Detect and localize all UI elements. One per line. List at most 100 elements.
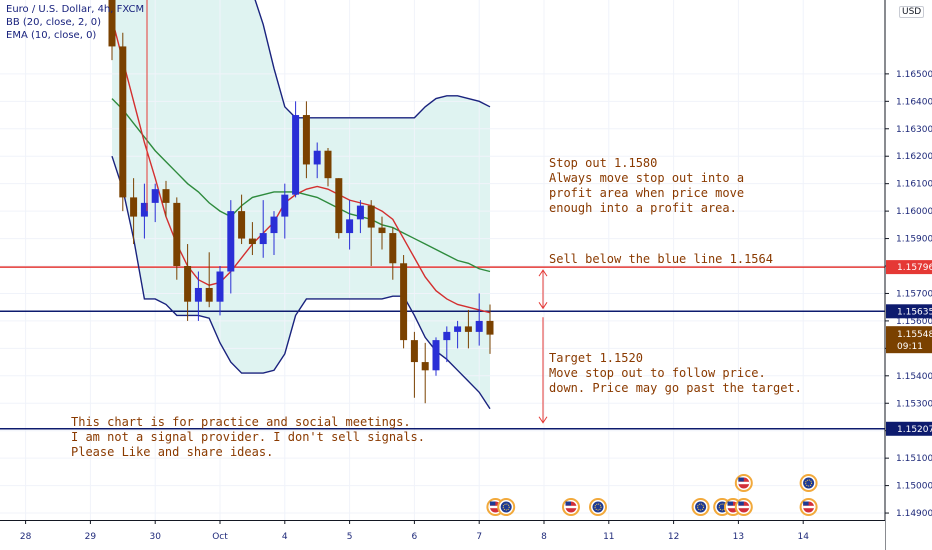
time-axis-bg bbox=[0, 520, 885, 550]
eu-event-icon bbox=[497, 498, 516, 516]
annotation-arrows bbox=[146, 0, 548, 424]
candle-body bbox=[119, 46, 127, 198]
candle-body bbox=[421, 362, 429, 371]
price-tick-label: 1.15700 bbox=[896, 289, 932, 299]
candle-body bbox=[140, 202, 148, 217]
us-event-icon bbox=[734, 474, 753, 492]
stop-line-3: profit area when price move bbox=[549, 186, 745, 200]
candle-body bbox=[486, 320, 494, 335]
flag-blue bbox=[592, 501, 604, 513]
stop-price-label: 1.15796 bbox=[897, 263, 932, 273]
ema-legend[interactable]: EMA (10, close, 0) bbox=[6, 30, 97, 41]
candle bbox=[238, 194, 246, 245]
symbol-title[interactable]: Euro / U.S. Dollar, 4h, FXCM bbox=[6, 4, 145, 15]
bollinger-fill bbox=[112, 0, 490, 409]
target-price-label: 1.15207 bbox=[897, 425, 932, 435]
candle-body bbox=[335, 178, 343, 234]
price-tick-label: 1.15000 bbox=[896, 482, 932, 492]
price-tick-label: 1.16300 bbox=[896, 125, 932, 135]
candle bbox=[130, 178, 138, 245]
time-tick-label: 7 bbox=[476, 532, 482, 542]
candle-body bbox=[346, 219, 354, 234]
candle-body bbox=[259, 233, 267, 245]
time-tick-label: 4 bbox=[282, 532, 288, 542]
candle bbox=[443, 326, 451, 363]
us-event-icon bbox=[734, 498, 753, 516]
stop-annotation: Stop out 1.1580 Always move stop out int… bbox=[549, 156, 744, 216]
candle-body bbox=[443, 331, 451, 341]
sell-price-label-bg bbox=[886, 304, 932, 319]
candle-body bbox=[324, 150, 332, 179]
bb-upper-line bbox=[254, 0, 491, 119]
us-event-icon bbox=[562, 498, 580, 516]
candle bbox=[400, 255, 408, 349]
candle-body bbox=[410, 340, 418, 363]
disclaimer-annotation: This chart is for practice and social me… bbox=[71, 415, 425, 460]
candle-body bbox=[281, 194, 289, 217]
candle bbox=[486, 304, 494, 354]
horizontal-levels[interactable] bbox=[0, 266, 885, 430]
price-axis-bg bbox=[885, 0, 932, 550]
price-tick-label: 1.15400 bbox=[896, 372, 932, 382]
disclaimer-line-3: Please Like and share ideas. bbox=[71, 445, 274, 459]
us-event-icon bbox=[799, 498, 818, 516]
flag-canton bbox=[738, 477, 744, 482]
target-price-label-bg bbox=[886, 421, 932, 436]
candle-body bbox=[216, 271, 224, 302]
candle bbox=[194, 271, 202, 321]
candle bbox=[184, 244, 192, 321]
stop-line-1: Stop out 1.1580 bbox=[549, 156, 658, 170]
candle-body bbox=[432, 340, 440, 371]
price-tick-label: 1.15600 bbox=[896, 317, 932, 327]
candle bbox=[378, 216, 386, 250]
candle bbox=[151, 183, 159, 223]
flag-stars bbox=[805, 479, 813, 487]
candle-body bbox=[162, 189, 170, 203]
time-tick-label: 6 bbox=[412, 532, 418, 542]
economic-events[interactable] bbox=[486, 474, 818, 516]
flag-blue bbox=[500, 501, 512, 513]
price-tick-label: 1.15300 bbox=[896, 399, 932, 409]
target-annotation: Target 1.1520 Move stop out to follow pr… bbox=[549, 351, 802, 396]
candle-body bbox=[464, 326, 472, 332]
candle bbox=[162, 180, 170, 217]
flag-stripe bbox=[738, 481, 750, 485]
candle bbox=[281, 183, 289, 239]
eu-event-icon bbox=[691, 498, 710, 516]
candle-body bbox=[238, 211, 246, 239]
candle bbox=[464, 309, 472, 349]
target-line-2: Move stop out to follow price. bbox=[549, 366, 766, 380]
currency-button[interactable]: USD bbox=[899, 6, 925, 18]
price-tick-label: 1.16000 bbox=[896, 207, 932, 217]
flag-canton bbox=[489, 501, 496, 506]
stop-line-2: Always move stop out into a bbox=[549, 171, 745, 185]
time-tick-label: 29 bbox=[85, 532, 97, 542]
candle bbox=[475, 293, 483, 346]
flag-canton bbox=[738, 501, 744, 506]
candle-body bbox=[454, 326, 462, 332]
price-tick-label: 1.16400 bbox=[896, 97, 932, 107]
candle bbox=[227, 200, 235, 294]
time-tick-label: 13 bbox=[733, 532, 744, 542]
candle-body bbox=[205, 287, 213, 302]
candle bbox=[205, 252, 213, 308]
price-tick-label: 1.16200 bbox=[896, 152, 932, 162]
bb-legend[interactable]: BB (20, close, 2, 0) bbox=[6, 17, 101, 28]
flag-canton bbox=[727, 501, 733, 506]
grid bbox=[0, 0, 885, 520]
legend: Euro / U.S. Dollar, 4h, FXCM BB (20, clo… bbox=[6, 3, 144, 42]
candle-body bbox=[378, 227, 386, 234]
candle bbox=[248, 222, 256, 256]
candle-body bbox=[302, 115, 310, 165]
target-line-1: Target 1.1520 bbox=[549, 351, 643, 365]
disclaimer-line-2: I am not a signal provider. I don't sell… bbox=[71, 430, 426, 444]
candle bbox=[432, 337, 440, 376]
candle bbox=[313, 142, 321, 179]
time-tick-label: 8 bbox=[541, 532, 547, 542]
eu-event-icon bbox=[799, 474, 818, 492]
time-tick-label: 11 bbox=[603, 532, 614, 542]
candle bbox=[324, 147, 332, 187]
candle-body bbox=[292, 115, 300, 195]
flag-canton bbox=[565, 501, 571, 506]
